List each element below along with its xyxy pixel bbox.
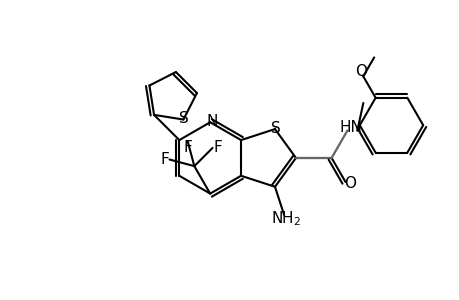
Text: O: O <box>354 64 366 79</box>
Text: F: F <box>183 140 191 155</box>
Text: S: S <box>270 121 280 136</box>
Text: NH$_2$: NH$_2$ <box>270 210 301 228</box>
Text: S: S <box>178 111 188 126</box>
Text: F: F <box>160 152 168 167</box>
Text: F: F <box>213 140 221 155</box>
Text: O: O <box>344 176 356 191</box>
Text: N: N <box>206 114 218 129</box>
Text: HN: HN <box>338 120 361 135</box>
